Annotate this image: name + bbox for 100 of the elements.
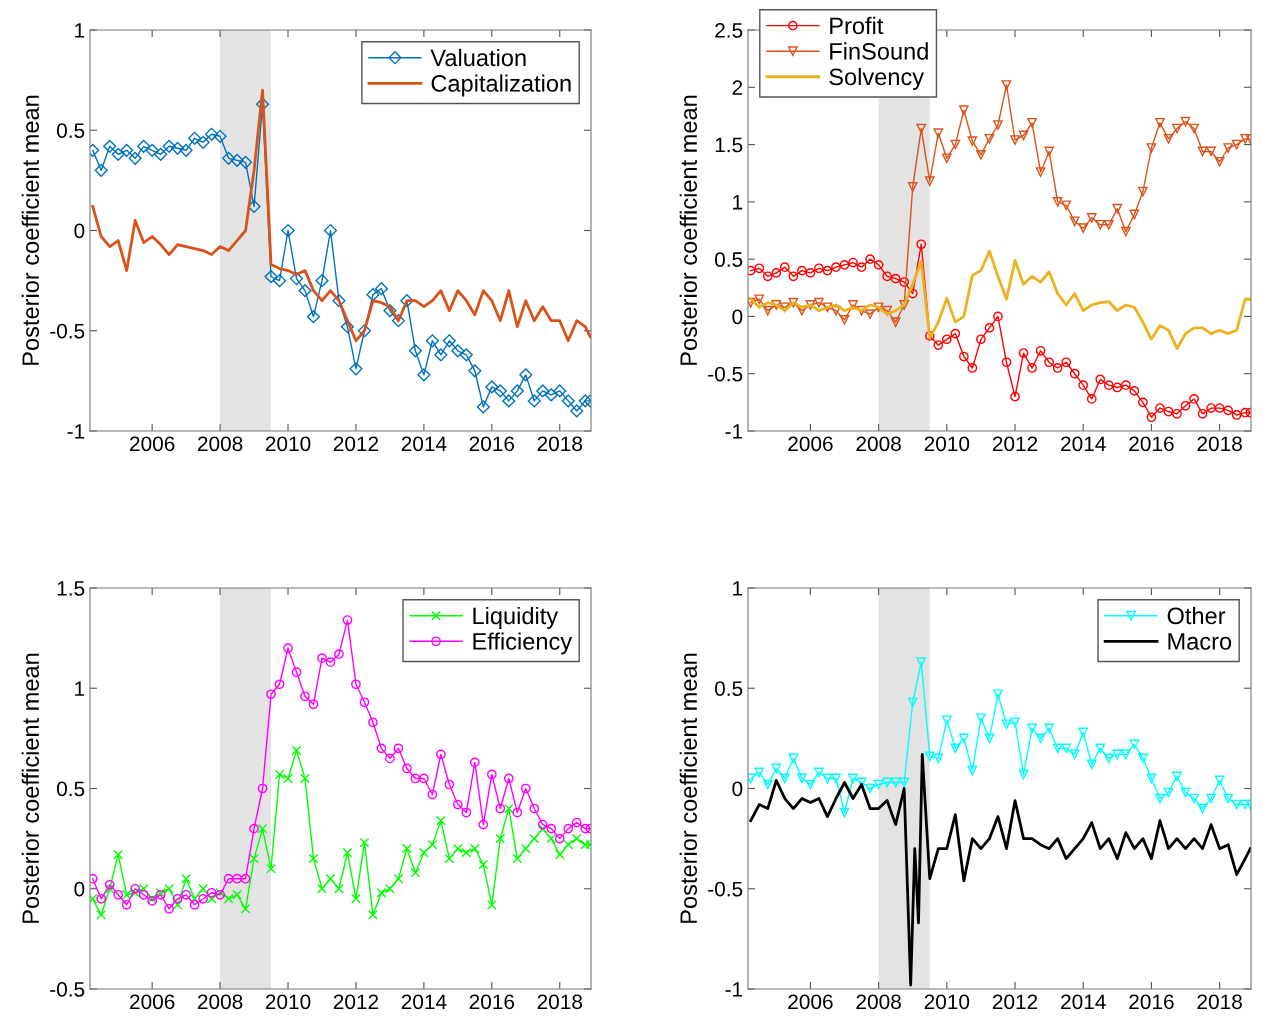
point [1180, 787, 1191, 798]
point [1010, 717, 1020, 728]
x-tick-label: 2018 [1197, 994, 1242, 1010]
point [1214, 156, 1225, 167]
point [468, 364, 482, 378]
point [563, 823, 574, 834]
point [1044, 357, 1054, 368]
point [754, 767, 765, 778]
point [976, 713, 986, 724]
point [1078, 727, 1089, 738]
point [967, 136, 978, 146]
point [1163, 133, 1174, 144]
legend-label: FinSound [830, 42, 928, 60]
point [1095, 219, 1106, 230]
point [899, 777, 910, 788]
point [104, 879, 115, 890]
point [444, 853, 455, 864]
point [1010, 391, 1020, 402]
x-tick-label: 2012 [333, 994, 379, 1010]
point [1138, 397, 1148, 408]
point [272, 274, 287, 288]
point [1155, 117, 1165, 128]
point [249, 853, 259, 864]
point [1172, 771, 1182, 782]
point [1231, 139, 1242, 150]
point [546, 833, 557, 844]
point [1129, 739, 1140, 750]
point [933, 128, 944, 138]
point [171, 141, 185, 155]
point [788, 271, 799, 282]
point [198, 893, 208, 904]
y-tick-label: 1.5 [57, 581, 85, 596]
point [452, 843, 463, 854]
point [164, 903, 175, 914]
line-series [749, 249, 1251, 350]
point [198, 883, 208, 894]
point [1078, 223, 1089, 234]
point [436, 749, 446, 760]
point [831, 262, 841, 273]
point [249, 823, 259, 834]
point [814, 263, 824, 274]
point [485, 380, 499, 394]
point [402, 763, 412, 774]
y-tick-label: 0 [74, 881, 85, 897]
y-tick-label: 1.5 [715, 137, 743, 153]
point [890, 317, 901, 328]
point [546, 823, 557, 834]
point [536, 384, 550, 398]
point [529, 833, 540, 844]
point [865, 309, 875, 319]
point [476, 400, 490, 414]
legend-label: Valuation [430, 48, 526, 67]
point [332, 294, 346, 308]
point [1223, 143, 1234, 153]
point [402, 843, 412, 854]
point [933, 340, 944, 350]
point [408, 344, 422, 358]
point [162, 139, 176, 153]
x-tick-label: 2006 [788, 436, 833, 452]
point [1129, 209, 1140, 220]
point [1035, 733, 1046, 744]
point [856, 305, 867, 316]
point [890, 273, 901, 284]
point [984, 133, 995, 144]
point [580, 823, 591, 834]
y-tick-label: 0.5 [56, 123, 85, 138]
point [469, 757, 480, 768]
point [1189, 793, 1199, 804]
point [831, 305, 841, 316]
point [317, 653, 327, 664]
x-tick-label: 2018 [1197, 436, 1242, 452]
point [1086, 759, 1097, 770]
point [848, 773, 858, 784]
point [959, 105, 969, 116]
point [797, 773, 807, 784]
point [451, 344, 465, 358]
point [266, 863, 276, 874]
point [1206, 403, 1216, 413]
point [493, 384, 507, 398]
point [578, 394, 591, 408]
point [196, 135, 210, 149]
point [1172, 123, 1182, 134]
y-tick-label: 1 [75, 23, 85, 38]
x-tick-label: 2012 [992, 994, 1038, 1010]
point [1018, 348, 1029, 358]
point [308, 853, 319, 864]
x-tick-label: 2006 [788, 994, 833, 1010]
point [1129, 386, 1140, 396]
point [1027, 363, 1037, 373]
point [1180, 400, 1191, 411]
point [376, 887, 387, 898]
point [959, 733, 969, 744]
point [368, 717, 378, 728]
point [342, 847, 353, 858]
point [797, 265, 807, 276]
point [478, 819, 489, 830]
point [264, 270, 278, 284]
point [959, 351, 969, 362]
point [104, 883, 115, 894]
point [950, 743, 961, 754]
